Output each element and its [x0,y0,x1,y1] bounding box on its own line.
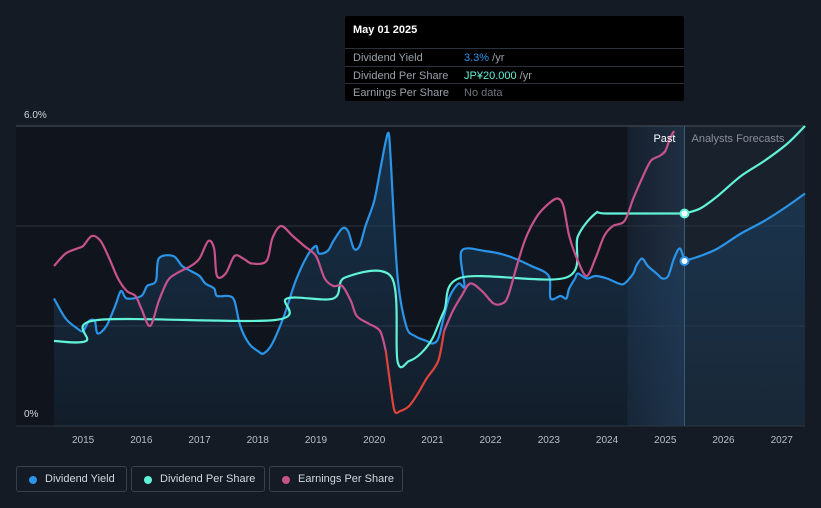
series-marker [679,256,690,266]
tooltip-label: Dividend Yield [353,52,423,64]
tooltip-row-earnings-per-share: Earnings Per Share No data [345,83,684,101]
legend-earnings-per-share[interactable]: Earnings Per Share [269,466,403,492]
tooltip-value: No data [464,87,503,99]
dividend-yield-forecast-line [684,192,806,263]
x-tick-label: 2027 [771,435,794,446]
y-axis-labels: 6.0% 0% [24,110,47,420]
legend-dot-icon [144,476,152,484]
x-tick-label: 2017 [188,435,211,446]
y-tick-label: 6.0% [24,110,47,121]
tooltip-row-dividend-per-share: Dividend Per Share JP¥20.000 /yr [345,66,684,84]
x-tick-label: 2026 [712,435,735,446]
legend-label: Earnings Per Share [298,473,394,485]
x-tick-label: 2023 [538,435,561,446]
legend-dot-icon [282,476,290,484]
dividend-yield-line [53,131,686,355]
earnings-line-low [384,330,446,415]
tooltip-date: May 01 2025 [353,24,418,36]
tooltip-row-dividend-yield: Dividend Yield 3.3% /yr [345,48,684,66]
legend-dividend-per-share[interactable]: Dividend Per Share [131,466,265,492]
x-tick-label: 2021 [421,435,444,446]
tooltip-label: Dividend Per Share [353,70,449,82]
yield-area [54,132,805,426]
tooltip: May 01 2025 Dividend Yield 3.3% /yr Divi… [345,16,684,101]
past-label: Past [653,133,675,145]
forecast-label: Analysts Forecasts [691,133,784,145]
legend-label: Dividend Per Share [160,473,256,485]
x-tick-label: 2018 [247,435,270,446]
x-tick-label: 2015 [72,435,95,446]
tooltip-value: JP¥20.000 /yr [464,70,532,82]
y-tick-label: 0% [24,409,39,420]
series-markers [679,208,690,266]
tooltip-label: Earnings Per Share [353,87,449,99]
legend-label: Dividend Yield [45,473,115,485]
earnings-line [443,130,675,332]
x-tick-label: 2024 [596,435,619,446]
legend-dot-icon [29,476,37,484]
x-tick-label: 2016 [130,435,153,446]
legend-dividend-yield[interactable]: Dividend Yield [16,466,127,492]
series-lines [53,125,806,415]
x-tick-label: 2022 [480,435,503,446]
x-tick-label: 2020 [363,435,386,446]
series-marker [679,208,690,219]
yield-area-fill [54,132,805,426]
dividend-per-share-line [53,210,685,369]
dividend-per-share-forecast-line [684,125,806,215]
earnings-line [53,224,387,352]
tooltip-value: 3.3% /yr [464,52,505,64]
x-tick-label: 2025 [654,435,677,446]
x-axis-labels: 2015 2016 2017 2018 2019 2020 2021 2022 2023 2024… [72,435,793,446]
x-tick-label: 2019 [305,435,328,446]
